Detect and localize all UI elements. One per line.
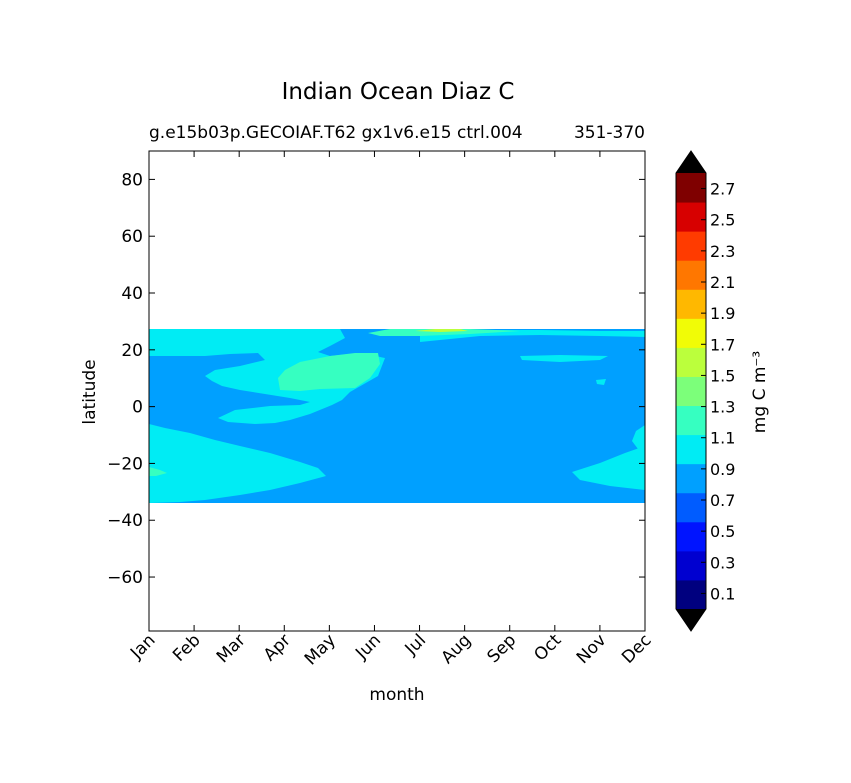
colorbar-segment [676,347,706,377]
colorbar-segment [676,550,706,581]
x-tick-label: Aug [438,630,476,668]
colorbar-tick-label: 1.9 [710,304,735,323]
contour-level-0.5-north [149,329,385,424]
x-axis-label: month [369,685,424,705]
contour-level-0.5-jan [149,467,167,476]
contour-level-0.5-oct [520,355,608,362]
colorbar-segment [676,521,706,552]
colorbar-segment [676,260,706,290]
colorbar-segment [676,289,706,319]
colorbar-tick-label: 0.9 [710,460,735,479]
colorbar-segment [676,579,706,610]
contour-field [149,329,645,503]
x-tick-label: Jun [351,630,385,664]
chart-title: Indian Ocean Diaz C [282,79,515,105]
y-axis-label: latitude [80,359,100,424]
plot-area: Jan Feb Mar Apr May Jun Jul Aug Sep Oct Nov Dec 80 6… [107,150,656,669]
x-tick-label: Mar [213,630,250,667]
y-tick-label: −20 [107,454,143,474]
colorbar-tick-label: 2.3 [710,242,735,261]
y-tick-label: 40 [121,284,143,304]
colorbar-segment [676,492,706,523]
colorbar-tick-label: 2.7 [710,180,735,199]
x-tick-label: Dec [618,630,655,667]
colorbar-segment [676,405,706,436]
colorbar-tick-label: 2.1 [710,273,735,292]
x-tick-label: Jan [126,630,159,663]
x-tick-label: Sep [483,630,520,667]
colorbar-tick-label: 2.5 [710,211,735,230]
x-tick-label: Nov [573,630,611,668]
contour-level-0.9-jul [415,329,468,332]
plot-frame [148,150,646,632]
chart-subtitle-left: g.e15b03p.GECOIAF.T62 gx1v6.e15 ctrl.004 [149,123,523,143]
contour-level-0.7-jul [368,329,520,336]
contour-level-0.5-southeast [572,446,645,490]
colorbar-tick-label: 0.5 [710,522,735,541]
colorbar-label: mg C m⁻³ [750,351,770,433]
colorbar-tick-label: 1.7 [710,335,735,354]
y-axis: 80 60 40 20 0 −20 −40 −60 [107,170,645,588]
chart-subtitle-right: 351-370 [574,123,645,143]
x-tick-label: Apr [260,630,295,665]
colorbar-extend-min [676,609,706,631]
colorbar-segment [676,173,706,203]
colorbar-segment [676,376,706,407]
y-tick-label: −60 [107,568,143,588]
colorbar-segment [676,231,706,261]
colorbar-segment [676,318,706,348]
colorbar-extend-max [676,151,706,173]
colorbar: 0.1 0.3 0.5 0.7 0.9 1.1 1.3 1.5 1.7 1.9 2.1 2.3 2.5 2… [675,150,735,632]
contour-level-0.5-nov [596,379,606,385]
colorbar-tick-label: 1.1 [710,429,735,448]
colorbar-tick-label: 0.1 [710,584,735,603]
y-tick-label: −40 [107,511,143,531]
contour-level-0.5-dec [632,425,645,450]
colorbar-frame [675,150,707,632]
contour-level-0.7-apr-may [278,353,380,391]
colorbar-segment [676,434,706,465]
x-tick-label: May [301,630,340,669]
contour-level-0.5-south [149,424,326,503]
colorbar-segment [676,202,706,232]
colorbar-tick-label: 1.5 [710,366,735,385]
y-tick-label: 20 [121,341,143,361]
y-tick-label: 60 [121,227,143,247]
x-tick-label: Oct [530,630,565,665]
x-tick-label: Jul [401,630,430,659]
colorbar-segment [676,463,706,494]
y-tick-label: 80 [121,170,143,190]
x-tick-label: Feb [169,630,204,665]
y-tick-label: 0 [132,398,143,418]
colorbar-tick-label: 0.7 [710,491,735,510]
colorbar-tick-label: 0.3 [710,553,735,572]
colorbar-tick-label: 1.3 [710,398,735,417]
